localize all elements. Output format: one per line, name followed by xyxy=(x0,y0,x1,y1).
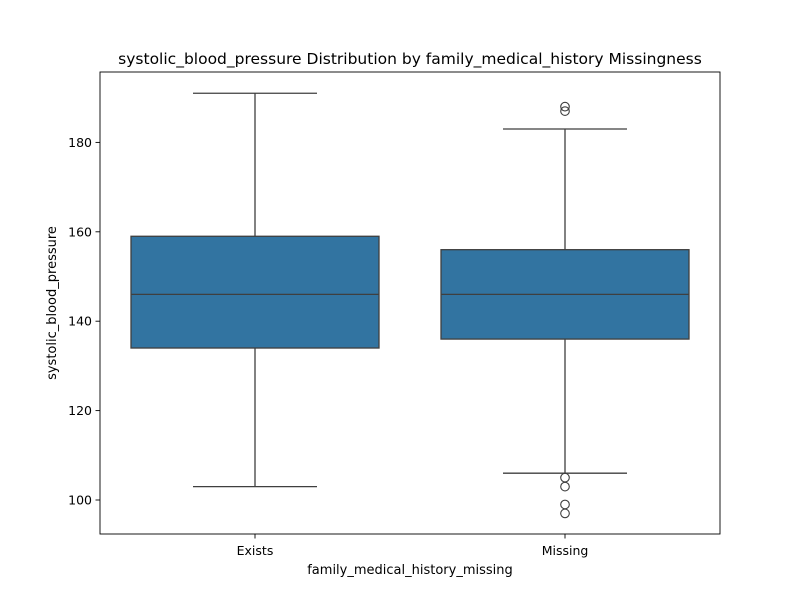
box-group-missing xyxy=(440,101,690,519)
y-tick-label: 120 xyxy=(68,403,92,418)
outlier-point xyxy=(560,499,570,510)
outlier-point xyxy=(560,101,570,112)
y-tick-label: 100 xyxy=(68,493,92,508)
x-axis-label: family_medical_history_missing xyxy=(307,563,513,578)
x-tick-label: Missing xyxy=(542,543,589,558)
x-tick-label: Exists xyxy=(237,543,274,558)
outlier-point xyxy=(560,481,570,492)
box-group-exists xyxy=(130,92,380,488)
outlier-point xyxy=(560,472,570,483)
y-axis-label: systolic_blood_pressure xyxy=(45,226,60,380)
y-tick-label: 160 xyxy=(68,224,92,239)
axes: Exists Missing 100 120 140 160 180 xyxy=(68,135,588,558)
box-iqr xyxy=(130,235,380,349)
outlier-point xyxy=(560,106,570,116)
plot-area xyxy=(130,92,690,519)
plot-frame xyxy=(99,71,721,535)
y-tick-label: 180 xyxy=(68,135,92,150)
y-tick-label: 140 xyxy=(68,314,92,329)
chart-title: systolic_blood_pressure Distribution by … xyxy=(118,50,702,69)
outlier-point xyxy=(560,508,570,519)
